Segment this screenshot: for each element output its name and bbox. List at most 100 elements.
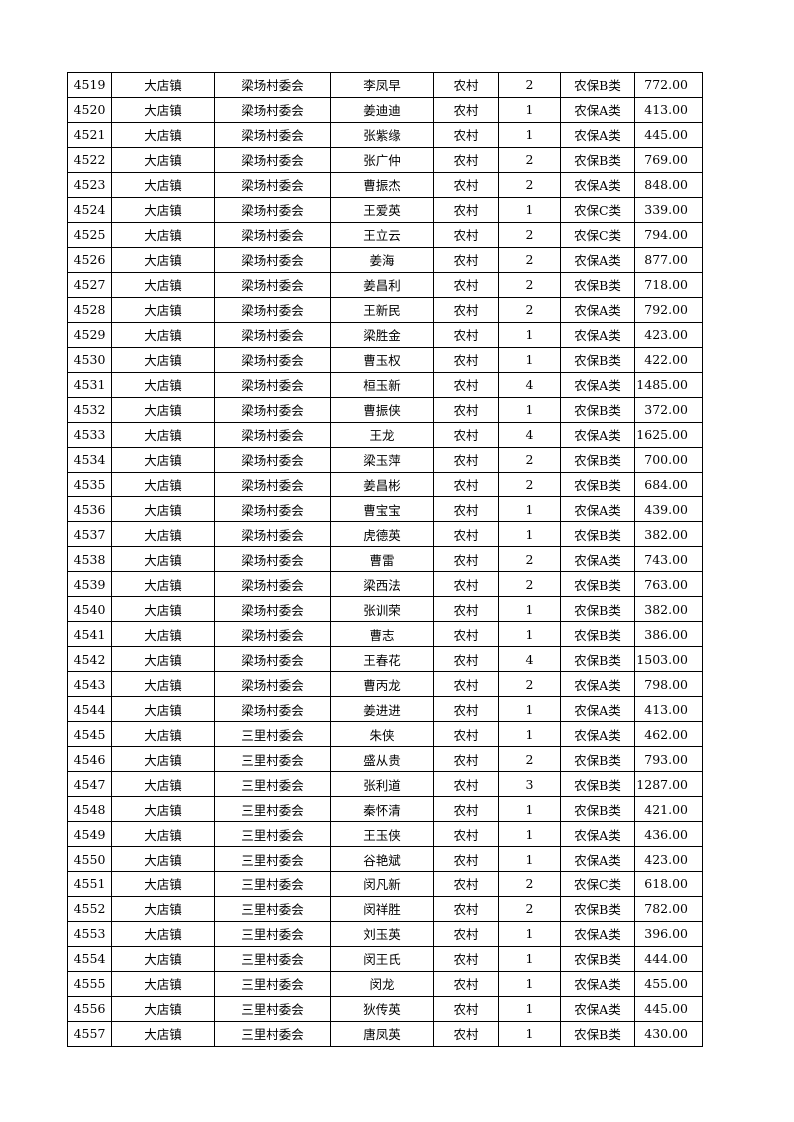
cell-name: 闵王氏	[330, 945, 434, 972]
cell-town: 大店镇	[111, 796, 215, 823]
cell-town: 大店镇	[111, 945, 215, 972]
cell-row-number: 4548	[67, 796, 112, 823]
cell-row-number: 4522	[67, 146, 112, 173]
cell-insurance-category: 农保B类	[560, 521, 635, 548]
cell-village-committee: 三里村委会	[214, 945, 331, 972]
cell-household-size: 2	[498, 871, 561, 897]
cell-amount: 769.00	[634, 146, 703, 173]
cell-insurance-category: 农保B类	[560, 271, 635, 298]
cell-row-number: 4523	[67, 171, 112, 198]
cell-town: 大店镇	[111, 721, 215, 748]
cell-row-number: 4519	[67, 72, 112, 98]
cell-amount: 445.00	[634, 121, 703, 148]
table-row: 4546 大店镇 三里村委会 盛从贵 农村 2 农保B类 793.00	[67, 746, 703, 773]
cell-household-size: 4	[498, 371, 561, 398]
cell-village-committee: 三里村委会	[214, 970, 331, 997]
cell-name: 秦怀清	[330, 796, 434, 823]
cell-row-number: 4529	[67, 321, 112, 348]
cell-village-committee: 梁场村委会	[214, 546, 331, 573]
cell-village-committee: 三里村委会	[214, 796, 331, 823]
cell-household-size: 2	[498, 895, 561, 922]
cell-household-size: 1	[498, 321, 561, 348]
cell-row-number: 4532	[67, 396, 112, 423]
cell-amount: 396.00	[634, 920, 703, 947]
cell-village-committee: 梁场村委会	[214, 196, 331, 223]
cell-name: 姜昌彬	[330, 471, 434, 498]
cell-insurance-category: 农保A类	[560, 246, 635, 273]
cell-insurance-category: 农保A类	[560, 696, 635, 723]
cell-insurance-category: 农保B类	[560, 596, 635, 623]
cell-village-committee: 梁场村委会	[214, 696, 331, 723]
cell-insurance-category: 农保A类	[560, 171, 635, 198]
cell-area-type: 农村	[433, 571, 499, 598]
cell-village-committee: 梁场村委会	[214, 496, 331, 523]
cell-row-number: 4531	[67, 371, 112, 398]
cell-area-type: 农村	[433, 446, 499, 473]
cell-area-type: 农村	[433, 945, 499, 972]
cell-village-committee: 梁场村委会	[214, 521, 331, 548]
cell-name: 姜进进	[330, 696, 434, 723]
table-row: 4525 大店镇 梁场村委会 王立云 农村 2 农保C类 794.00	[67, 221, 703, 248]
cell-name: 曹丙龙	[330, 671, 434, 698]
cell-name: 王龙	[330, 421, 434, 448]
cell-village-committee: 梁场村委会	[214, 371, 331, 398]
cell-amount: 423.00	[634, 846, 703, 872]
cell-name: 王立云	[330, 221, 434, 248]
cell-insurance-category: 农保B类	[560, 746, 635, 773]
cell-insurance-category: 农保A类	[560, 546, 635, 573]
cell-area-type: 农村	[433, 421, 499, 448]
cell-area-type: 农村	[433, 72, 499, 98]
cell-amount: 618.00	[634, 871, 703, 897]
cell-household-size: 1	[498, 521, 561, 548]
cell-row-number: 4539	[67, 571, 112, 598]
table-row: 4524 大店镇 梁场村委会 王爱英 农村 1 农保C类 339.00	[67, 196, 703, 223]
cell-town: 大店镇	[111, 346, 215, 373]
cell-row-number: 4537	[67, 521, 112, 548]
cell-insurance-category: 农保B类	[560, 796, 635, 823]
table-row: 4534 大店镇 梁场村委会 梁玉萍 农村 2 农保B类 700.00	[67, 446, 703, 473]
cell-row-number: 4540	[67, 596, 112, 623]
cell-row-number: 4545	[67, 721, 112, 748]
table-row: 4530 大店镇 梁场村委会 曹玉权 农村 1 农保B类 422.00	[67, 346, 703, 373]
cell-insurance-category: 农保C类	[560, 196, 635, 223]
cell-amount: 700.00	[634, 446, 703, 473]
cell-name: 王爱英	[330, 196, 434, 223]
table-row: 4554 大店镇 三里村委会 闵王氏 农村 1 农保B类 444.00	[67, 945, 703, 972]
cell-household-size: 4	[498, 646, 561, 673]
cell-area-type: 农村	[433, 521, 499, 548]
cell-row-number: 4526	[67, 246, 112, 273]
cell-amount: 339.00	[634, 196, 703, 223]
cell-name: 梁玉萍	[330, 446, 434, 473]
cell-amount: 423.00	[634, 321, 703, 348]
cell-town: 大店镇	[111, 521, 215, 548]
cell-town: 大店镇	[111, 546, 215, 573]
cell-amount: 413.00	[634, 96, 703, 123]
table-row: 4552 大店镇 三里村委会 闵祥胜 农村 2 农保B类 782.00	[67, 895, 703, 922]
cell-household-size: 1	[498, 1020, 561, 1047]
cell-town: 大店镇	[111, 920, 215, 947]
cell-village-committee: 三里村委会	[214, 871, 331, 897]
cell-household-size: 1	[498, 796, 561, 823]
cell-village-committee: 梁场村委会	[214, 646, 331, 673]
cell-amount: 793.00	[634, 746, 703, 773]
cell-village-committee: 三里村委会	[214, 1020, 331, 1047]
cell-area-type: 农村	[433, 671, 499, 698]
cell-insurance-category: 农保A类	[560, 671, 635, 698]
cell-town: 大店镇	[111, 596, 215, 623]
data-table: 4519 大店镇 梁场村委会 李凤早 农村 2 农保B类 772.00 4520 大店镇 梁场村委会…	[67, 72, 703, 1047]
cell-village-committee: 梁场村委会	[214, 571, 331, 598]
table-row: 4547 大店镇 三里村委会 张利道 农村 3 农保B类 1287.00	[67, 771, 703, 798]
cell-insurance-category: 农保A类	[560, 821, 635, 848]
cell-amount: 794.00	[634, 221, 703, 248]
cell-area-type: 农村	[433, 871, 499, 897]
cell-village-committee: 梁场村委会	[214, 296, 331, 323]
cell-town: 大店镇	[111, 196, 215, 223]
cell-name: 姜昌利	[330, 271, 434, 298]
cell-town: 大店镇	[111, 371, 215, 398]
cell-row-number: 4535	[67, 471, 112, 498]
cell-insurance-category: 农保A类	[560, 321, 635, 348]
cell-row-number: 4530	[67, 346, 112, 373]
table-row: 4528 大店镇 梁场村委会 王新民 农村 2 农保A类 792.00	[67, 296, 703, 323]
cell-town: 大店镇	[111, 995, 215, 1022]
cell-row-number: 4547	[67, 771, 112, 798]
